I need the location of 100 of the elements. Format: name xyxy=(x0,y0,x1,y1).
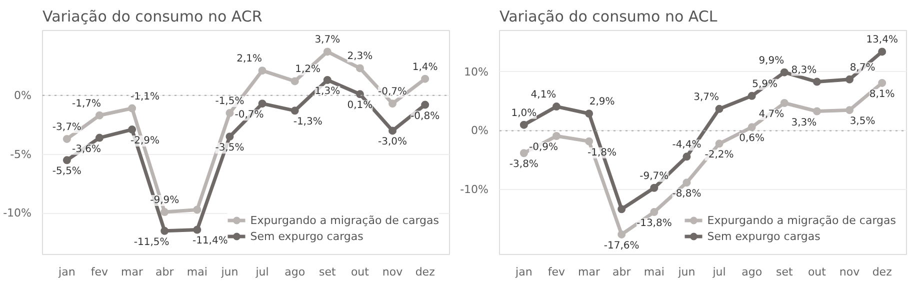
chart-title: Variação do consumo no ACR xyxy=(42,8,262,26)
y-tick-label: 0% xyxy=(471,124,488,138)
data-label: 13,4% xyxy=(866,34,898,46)
point xyxy=(585,137,594,146)
point xyxy=(421,74,430,83)
point xyxy=(520,120,528,129)
x-tick-label: jul xyxy=(254,266,269,278)
x-tick-label: out xyxy=(350,266,370,278)
y-tick-label: 10% xyxy=(464,65,489,78)
data-label: 0,1% xyxy=(347,100,373,112)
data-label: 3,3% xyxy=(791,117,817,128)
x-tick-label: fev xyxy=(90,266,109,278)
data-label: 4,7% xyxy=(758,109,784,120)
data-label: -1,1% xyxy=(130,91,160,102)
point xyxy=(650,184,658,192)
data-label: -3,8% xyxy=(509,159,538,170)
point xyxy=(95,111,104,120)
point xyxy=(128,104,136,112)
chart-title: Variação do consumo no ACL xyxy=(500,8,718,26)
point xyxy=(193,226,202,234)
point xyxy=(290,106,299,115)
x-tick-label: nov xyxy=(839,266,860,278)
point xyxy=(226,109,234,118)
point xyxy=(160,208,169,216)
x-tick-label: fev xyxy=(548,266,566,278)
data-label: -1,3% xyxy=(293,116,322,128)
data-label: -0,7% xyxy=(234,110,264,121)
data-label: -0,7% xyxy=(378,86,408,98)
data-label: 3,7% xyxy=(314,34,340,46)
point xyxy=(878,78,886,87)
data-label: -11,5% xyxy=(134,236,170,248)
point xyxy=(193,206,202,214)
legend-label: Sem expurgo cargas xyxy=(707,230,820,242)
data-label: -3,5% xyxy=(215,142,244,154)
data-label: 1,3% xyxy=(314,86,340,98)
data-label: -0,8% xyxy=(410,110,440,122)
point xyxy=(323,76,332,84)
data-label: 2,3% xyxy=(347,51,373,62)
x-tick-label: jan xyxy=(514,266,532,278)
point xyxy=(846,106,854,114)
point xyxy=(552,132,560,140)
y-tick-label: -10% xyxy=(3,206,32,220)
point xyxy=(388,100,397,108)
point xyxy=(95,134,104,142)
data-label: -5,5% xyxy=(52,166,82,178)
point xyxy=(323,48,332,56)
data-label: -3,6% xyxy=(72,144,101,155)
data-label: 8,7% xyxy=(850,62,876,74)
x-tick-label: dez xyxy=(872,266,892,278)
legend-label: Expurgando a migração de cargas xyxy=(707,214,896,226)
point xyxy=(846,75,854,84)
point xyxy=(226,132,234,141)
data-label: -3,7% xyxy=(52,122,82,133)
data-label: -9,9% xyxy=(150,195,180,206)
data-label: -1,8% xyxy=(588,147,617,158)
data-label: 8,1% xyxy=(869,88,895,100)
point xyxy=(650,208,658,216)
data-label: -4,4% xyxy=(672,140,702,151)
x-tick-label: jun xyxy=(677,266,696,278)
legend-label: Sem expurgo cargas xyxy=(250,230,364,242)
data-label: -1,5% xyxy=(215,96,244,108)
data-label: 3,5% xyxy=(850,116,876,128)
point xyxy=(388,126,397,135)
point xyxy=(682,152,691,161)
y-tick-label: -5% xyxy=(10,148,32,161)
data-label: -17,6% xyxy=(604,240,640,252)
point xyxy=(618,230,626,238)
point xyxy=(421,100,430,109)
point xyxy=(812,107,821,116)
x-tick-label: mai xyxy=(186,266,208,278)
point xyxy=(780,99,788,107)
data-label: 3,7% xyxy=(694,92,719,103)
x-tick-label: mar xyxy=(578,266,601,278)
data-label: -11,4% xyxy=(192,236,228,247)
x-tick-label: mar xyxy=(121,266,144,278)
point xyxy=(618,205,626,214)
point xyxy=(160,226,169,235)
x-tick-label: abr xyxy=(612,266,632,278)
point xyxy=(780,68,788,76)
y-tick-label: 0% xyxy=(14,88,32,102)
point xyxy=(520,149,528,158)
point xyxy=(748,123,756,132)
legend-label: Expurgando a migração de cargas xyxy=(250,214,439,226)
data-label: -2,2% xyxy=(704,150,734,161)
data-label: 0,6% xyxy=(739,133,765,144)
x-tick-label: nov xyxy=(382,266,404,278)
x-tick-label: set xyxy=(318,266,336,278)
x-tick-label: jul xyxy=(712,266,726,278)
data-label: -13,8% xyxy=(636,218,672,230)
x-tick-label: jan xyxy=(58,266,76,278)
point xyxy=(748,92,756,100)
point xyxy=(682,178,691,187)
x-tick-label: out xyxy=(808,266,827,278)
point xyxy=(62,156,71,164)
x-tick-label: set xyxy=(776,266,794,278)
point xyxy=(356,90,364,98)
point xyxy=(128,126,136,134)
data-label: -2,9% xyxy=(130,136,160,147)
point xyxy=(258,100,266,108)
point xyxy=(356,64,364,72)
